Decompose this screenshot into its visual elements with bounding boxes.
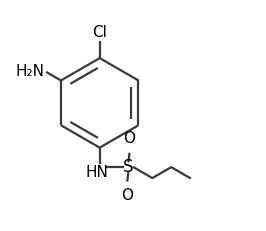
Text: S: S — [123, 158, 134, 176]
Text: O: O — [121, 188, 133, 203]
Text: HN: HN — [86, 165, 109, 180]
Text: Cl: Cl — [92, 25, 107, 40]
Text: H₂N: H₂N — [16, 64, 45, 79]
Text: O: O — [123, 131, 136, 146]
